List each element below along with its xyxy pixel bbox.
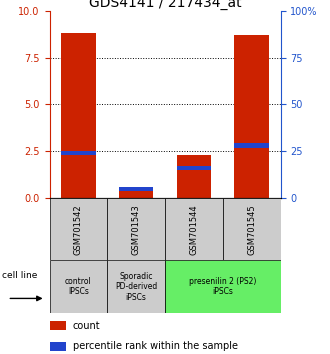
Text: GSM701544: GSM701544 [189,204,198,255]
Text: GSM701545: GSM701545 [247,204,256,255]
Bar [177,155,211,198]
Bar [223,198,280,260]
Bar [177,166,211,170]
Bar [50,342,66,351]
Bar [107,260,165,313]
Text: presenilin 2 (PS2)
iPSCs: presenilin 2 (PS2) iPSCs [189,277,256,296]
Text: control
IPSCs: control IPSCs [65,277,92,296]
Bar [119,187,153,191]
Bar [61,151,96,155]
Text: cell line: cell line [3,270,38,280]
Bar [107,198,165,260]
Text: GSM701543: GSM701543 [132,204,141,255]
Text: Sporadic
PD-derived
iPSCs: Sporadic PD-derived iPSCs [115,272,157,302]
Bar [61,33,96,198]
Bar [50,260,107,313]
Text: count: count [73,321,100,331]
Text: GSM701542: GSM701542 [74,204,83,255]
Bar [234,143,269,148]
Bar [50,198,107,260]
Bar [165,198,223,260]
Bar [50,321,66,330]
Text: percentile rank within the sample: percentile rank within the sample [73,341,238,351]
Bar [165,260,280,313]
Bar [119,191,153,198]
Bar [234,35,269,198]
Title: GDS4141 / 217434_at: GDS4141 / 217434_at [89,0,241,10]
